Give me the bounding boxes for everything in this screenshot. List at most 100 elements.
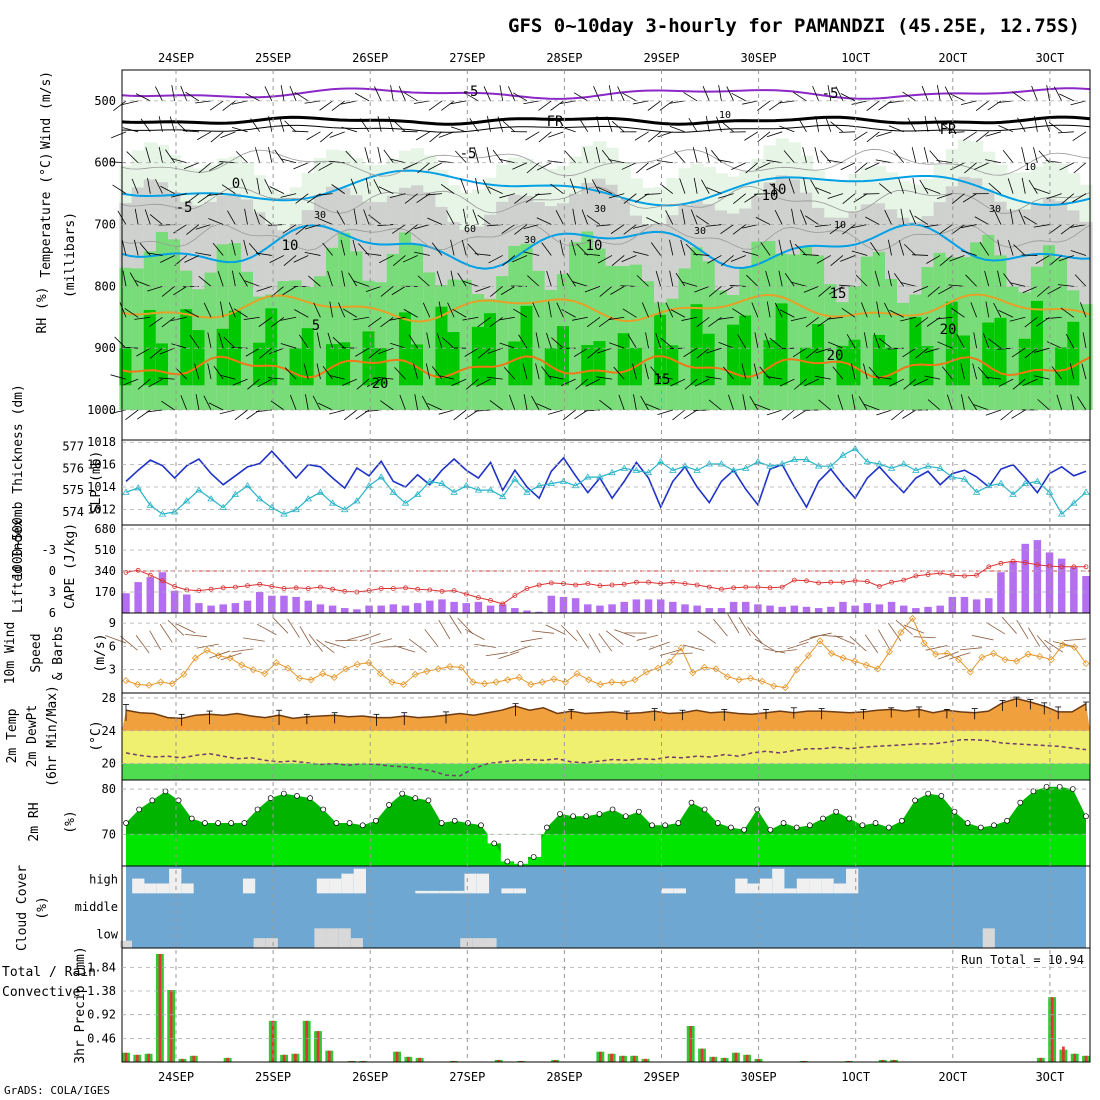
wind-barb: [974, 216, 989, 225]
rh2m-point: [386, 802, 392, 808]
lifted-index-point: [160, 578, 165, 584]
precip-convective-bar: [407, 1056, 410, 1062]
wind-barb: [280, 343, 297, 349]
wind-barb: [564, 150, 576, 163]
wind-barb: [368, 347, 382, 359]
green-band: [122, 763, 1090, 780]
wind-barb: [665, 302, 674, 318]
x-tick-label-top: 2OCT: [938, 51, 967, 65]
wind-barb: [876, 301, 880, 318]
wind-barb: [318, 162, 333, 171]
wind-barb: [778, 270, 783, 287]
wind-speed-point: [747, 674, 755, 682]
y-tick-label: 0.92: [87, 1008, 116, 1022]
wind-barb: [422, 302, 431, 318]
wind-barb: [415, 131, 431, 141]
rh2m-point: [241, 820, 248, 826]
wind-barb: [313, 302, 321, 318]
wind-barb: [708, 286, 722, 297]
wind-barb: [562, 409, 576, 421]
wind-barb: [948, 131, 965, 134]
rh2m-point: [451, 817, 458, 824]
rh-column-mid: [459, 279, 473, 410]
wind-barb: [238, 272, 248, 287]
isotherm-label: 20: [372, 376, 389, 392]
wind-barb: [121, 239, 127, 256]
wind-barb: [210, 131, 224, 143]
wind-barb: [1048, 224, 1062, 235]
wind-barb: [234, 409, 248, 421]
wind-barb: [550, 183, 564, 194]
wind-barb: [769, 337, 783, 349]
axis-label: Total / Rain: [2, 965, 96, 980]
wind-barb: [866, 100, 880, 111]
cape-bar: [389, 604, 398, 613]
wind-barb: [1060, 224, 1075, 235]
wind-barb: [926, 255, 941, 264]
wind-barb: [159, 347, 175, 355]
rh-column-dark: [119, 348, 133, 386]
wind-barb: [837, 394, 844, 411]
wind-barb: [902, 409, 917, 419]
rh-column-dark: [994, 317, 1008, 386]
wind-barb: [1021, 177, 1026, 194]
wind-barb: [975, 100, 990, 112]
wind-barb: [976, 131, 990, 143]
wind-barb: [644, 193, 661, 195]
wind-barb: [1011, 347, 1026, 358]
wind-barb: [366, 378, 382, 388]
wind-barb: [707, 255, 722, 264]
rh2m-point: [938, 792, 945, 799]
wind-barb: [171, 193, 187, 198]
rh-column-dark: [556, 326, 571, 386]
wind-barb: [684, 378, 698, 390]
y-tick-label-left: 3: [49, 585, 56, 599]
wind-barb: [855, 274, 868, 287]
thickness-point: [1009, 490, 1017, 497]
wind-barb: [304, 224, 321, 230]
cloud-bar-low: [338, 928, 351, 948]
wind-barb: [599, 286, 613, 297]
wind-barb: [536, 403, 552, 411]
wind-barb: [655, 270, 662, 287]
cloud-bar-low: [350, 938, 363, 948]
rh-column-mid: [799, 246, 814, 410]
wind-speed-point: [885, 648, 893, 656]
wind-barb: [802, 147, 807, 163]
wind-barb: [209, 100, 224, 111]
rh2m-point: [793, 824, 800, 831]
wind-barb: [389, 158, 406, 164]
wind-barb: [198, 275, 212, 287]
wind-barb: [441, 337, 455, 349]
wind-barb: [268, 146, 273, 163]
cape-bar: [170, 590, 179, 613]
wind-barb: [165, 149, 175, 163]
rh2m-point: [899, 817, 905, 824]
wind-barb: [560, 378, 576, 387]
wind-barb: [431, 366, 443, 380]
wind-barb: [217, 271, 224, 287]
wind-barb: [997, 239, 1002, 256]
wind-speed-point: [897, 628, 905, 636]
wind-speed-point: [295, 674, 304, 682]
cape-bar: [535, 611, 543, 613]
wind-barb: [501, 224, 516, 234]
freezing-level-thin: [121, 124, 1091, 133]
wind-barb: [784, 273, 795, 287]
wind-barb: [965, 274, 977, 287]
x-tick-label-top: 27SEP: [449, 51, 485, 65]
wind-speed-point: [966, 668, 974, 676]
thickness-point: [353, 497, 361, 504]
wind-barb-10m: [308, 634, 323, 652]
precip-convective-bar: [881, 1059, 885, 1062]
wind-barb: [708, 316, 722, 327]
cape-bar: [1057, 558, 1066, 613]
wind-barb: [828, 286, 844, 295]
wind-barb: [585, 378, 601, 387]
wind-barb: [618, 394, 625, 411]
wind-barb: [389, 316, 406, 321]
rh-column-dark: [617, 333, 631, 386]
wind-barb: [341, 126, 358, 133]
rh2m-point: [662, 822, 669, 829]
rh2m-point: [359, 822, 366, 829]
